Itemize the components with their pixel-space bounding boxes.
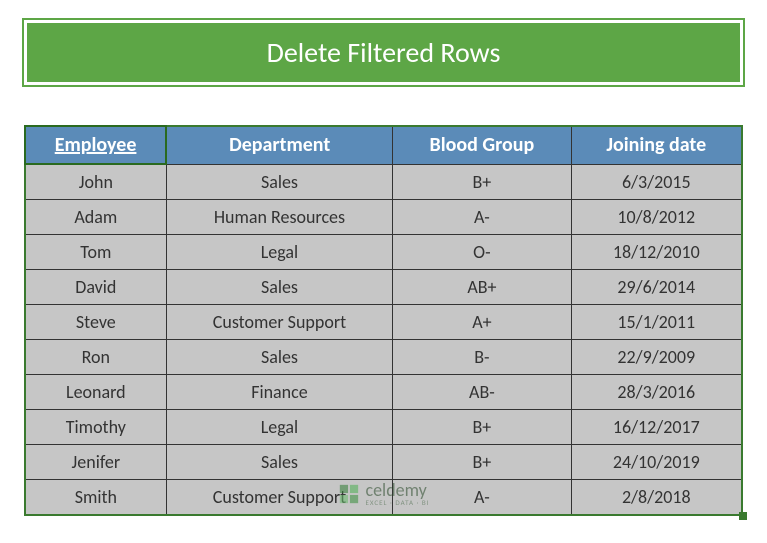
table-row[interactable]: JeniferSalesB+24/10/2019 <box>25 445 742 480</box>
cell-employee[interactable]: Tom <box>25 235 166 270</box>
cell-department[interactable]: Human Resources <box>166 200 393 235</box>
header-row: EmployeeDepartmentBlood GroupJoining dat… <box>25 126 742 164</box>
page-title: Delete Filtered Rows <box>267 35 501 70</box>
cell-blood_group[interactable]: B+ <box>393 410 571 445</box>
cell-blood_group[interactable]: B+ <box>393 445 571 480</box>
cell-department[interactable]: Legal <box>166 235 393 270</box>
table-row[interactable]: LeonardFinanceAB-28/3/2016 <box>25 375 742 410</box>
column-header-joining_date[interactable]: Joining date <box>571 126 742 164</box>
cell-employee[interactable]: Leonard <box>25 375 166 410</box>
cell-department[interactable]: Sales <box>166 270 393 305</box>
cell-joining_date[interactable]: 24/10/2019 <box>571 445 742 480</box>
cell-employee[interactable]: Adam <box>25 200 166 235</box>
table-row[interactable]: SteveCustomer SupportA+15/1/2011 <box>25 305 742 340</box>
cell-blood_group[interactable]: AB+ <box>393 270 571 305</box>
table-row[interactable]: AdamHuman ResourcesA-10/8/2012 <box>25 200 742 235</box>
cell-employee[interactable]: Jenifer <box>25 445 166 480</box>
cell-joining_date[interactable]: 28/3/2016 <box>571 375 742 410</box>
table-row[interactable]: TomLegalO-18/12/2010 <box>25 235 742 270</box>
employee-table[interactable]: EmployeeDepartmentBlood GroupJoining dat… <box>24 125 743 516</box>
cell-joining_date[interactable]: 6/3/2015 <box>571 164 742 200</box>
column-header-blood_group[interactable]: Blood Group <box>393 126 571 164</box>
table-row[interactable]: RonSalesB-22/9/2009 <box>25 340 742 375</box>
cell-employee[interactable]: Timothy <box>25 410 166 445</box>
cell-joining_date[interactable]: 15/1/2011 <box>571 305 742 340</box>
title-bar: Delete Filtered Rows <box>24 20 743 85</box>
selection-handle[interactable] <box>739 512 747 520</box>
column-header-department[interactable]: Department <box>166 126 393 164</box>
cell-employee[interactable]: Smith <box>25 480 166 516</box>
cell-department[interactable]: Finance <box>166 375 393 410</box>
cell-blood_group[interactable]: A+ <box>393 305 571 340</box>
table-row[interactable]: JohnSalesB+6/3/2015 <box>25 164 742 200</box>
table-row[interactable]: DavidSalesAB+29/6/2014 <box>25 270 742 305</box>
cell-employee[interactable]: John <box>25 164 166 200</box>
cell-joining_date[interactable]: 22/9/2009 <box>571 340 742 375</box>
cell-joining_date[interactable]: 2/8/2018 <box>571 480 742 516</box>
cell-department[interactable]: Customer Support <box>166 480 393 516</box>
cell-blood_group[interactable]: O- <box>393 235 571 270</box>
cell-department[interactable]: Sales <box>166 340 393 375</box>
cell-employee[interactable]: David <box>25 270 166 305</box>
cell-joining_date[interactable]: 29/6/2014 <box>571 270 742 305</box>
table-wrapper: EmployeeDepartmentBlood GroupJoining dat… <box>24 125 743 516</box>
cell-blood_group[interactable]: A- <box>393 480 571 516</box>
table-body: JohnSalesB+6/3/2015AdamHuman ResourcesA-… <box>25 164 742 515</box>
table-row[interactable]: SmithCustomer SupportA-2/8/2018 <box>25 480 742 516</box>
column-header-employee[interactable]: Employee <box>25 126 166 164</box>
cell-blood_group[interactable]: B- <box>393 340 571 375</box>
cell-blood_group[interactable]: AB- <box>393 375 571 410</box>
cell-joining_date[interactable]: 16/12/2017 <box>571 410 742 445</box>
cell-blood_group[interactable]: A- <box>393 200 571 235</box>
cell-blood_group[interactable]: B+ <box>393 164 571 200</box>
cell-department[interactable]: Customer Support <box>166 305 393 340</box>
table-row[interactable]: TimothyLegalB+16/12/2017 <box>25 410 742 445</box>
cell-department[interactable]: Sales <box>166 445 393 480</box>
cell-employee[interactable]: Ron <box>25 340 166 375</box>
cell-department[interactable]: Legal <box>166 410 393 445</box>
cell-joining_date[interactable]: 10/8/2012 <box>571 200 742 235</box>
cell-employee[interactable]: Steve <box>25 305 166 340</box>
cell-department[interactable]: Sales <box>166 164 393 200</box>
cell-joining_date[interactable]: 18/12/2010 <box>571 235 742 270</box>
